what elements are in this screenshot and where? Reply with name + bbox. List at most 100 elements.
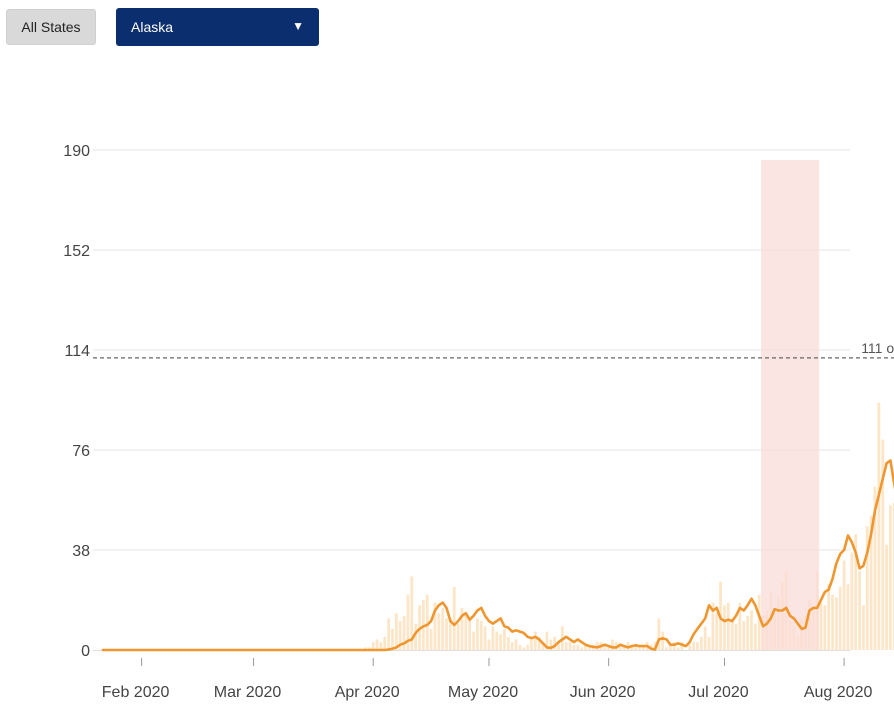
daily-bar xyxy=(499,634,502,650)
daily-bar xyxy=(479,621,483,650)
daily-bar xyxy=(854,534,858,650)
daily-bar xyxy=(881,439,885,650)
daily-bar xyxy=(865,526,869,650)
daily-bar xyxy=(449,618,452,650)
daily-bar xyxy=(842,560,846,650)
x-tick-label: Jul 2020 xyxy=(688,684,749,701)
daily-bar xyxy=(406,594,410,650)
daily-bar xyxy=(723,605,726,650)
daily-bar xyxy=(831,594,834,650)
daily-bar xyxy=(429,628,433,650)
daily-bar xyxy=(699,636,703,650)
daily-bar xyxy=(553,636,557,650)
daily-bar xyxy=(460,607,464,650)
all-states-button[interactable]: All States xyxy=(6,9,96,45)
x-tick-label: Aug 2020 xyxy=(804,684,873,701)
daily-bar xyxy=(869,515,873,650)
daily-bar xyxy=(371,642,375,650)
daily-bar xyxy=(441,607,445,650)
daily-bar xyxy=(707,636,711,650)
daily-bar xyxy=(522,647,526,650)
daily-bar xyxy=(510,642,514,650)
daily-bar xyxy=(425,594,429,650)
y-tick-label: 190 xyxy=(63,143,90,160)
chevron-down-icon: ▼ xyxy=(292,19,304,33)
daily-bar xyxy=(753,623,757,650)
daily-bar xyxy=(456,623,460,650)
y-tick-label: 38 xyxy=(72,543,90,560)
daily-bar xyxy=(572,644,576,650)
state-select-value: Alaska xyxy=(131,19,174,35)
daily-bar xyxy=(584,644,587,650)
daily-bar xyxy=(657,618,661,650)
daily-bar xyxy=(394,613,398,650)
daily-bar xyxy=(838,586,842,650)
daily-bar xyxy=(526,644,529,650)
daily-bar xyxy=(364,647,367,650)
daily-bar xyxy=(452,586,456,650)
daily-bar xyxy=(676,647,680,650)
daily-bar xyxy=(483,626,487,650)
daily-bar xyxy=(410,576,414,650)
daily-bar xyxy=(514,639,518,650)
daily-bar xyxy=(711,602,715,650)
daily-bar xyxy=(692,642,695,650)
daily-bar xyxy=(537,636,541,650)
daily-bar xyxy=(877,402,881,650)
annotation-group: 111 on July 25 xyxy=(93,340,894,359)
daily-bar xyxy=(530,639,533,650)
daily-bar xyxy=(391,628,394,650)
daily-bar xyxy=(889,505,892,650)
daily-bar xyxy=(607,647,611,650)
x-tick-label: Apr 2020 xyxy=(335,684,400,701)
daily-bar xyxy=(503,628,506,650)
daily-bar xyxy=(383,636,387,650)
daily-bar xyxy=(433,602,437,650)
daily-bar xyxy=(580,647,584,650)
daily-bar xyxy=(850,552,854,650)
daily-bar xyxy=(892,502,894,650)
daily-bar xyxy=(487,639,491,650)
daily-bar xyxy=(827,584,831,650)
daily-bar xyxy=(506,636,510,650)
daily-bar xyxy=(541,642,545,650)
y-tick-label: 76 xyxy=(72,443,90,460)
daily-bar xyxy=(738,602,742,650)
daily-bar xyxy=(379,642,383,650)
daily-bar xyxy=(603,644,607,650)
average-line-group xyxy=(101,459,894,652)
x-axis: Feb 2020 Mar 2020 Apr 2020 May 2020 Jun 2020… xyxy=(93,650,873,701)
annotation-label: 111 on July 25 xyxy=(861,340,894,356)
average-line xyxy=(101,459,894,652)
daily-bar xyxy=(862,605,865,650)
y-tick-label: 152 xyxy=(63,243,90,260)
daily-bar xyxy=(545,631,549,650)
daily-bar xyxy=(375,639,379,650)
daily-bar xyxy=(858,571,861,650)
daily-bar xyxy=(414,623,418,650)
daily-bar xyxy=(742,621,746,650)
daily-bar xyxy=(665,647,668,650)
daily-bar xyxy=(688,644,692,650)
daily-bar xyxy=(618,644,622,650)
daily-bar xyxy=(564,642,568,650)
highlight-band-rect xyxy=(761,160,820,650)
y-tick-label: 114 xyxy=(64,343,90,360)
y-axis-labels: 0 38 76 114 152 190 xyxy=(63,143,90,660)
daily-bar xyxy=(846,584,850,650)
x-tick-label: Jun 2020 xyxy=(570,684,636,701)
daily-bar xyxy=(495,631,499,650)
daily-bar xyxy=(398,621,402,650)
daily-bar xyxy=(549,639,553,650)
daily-bar xyxy=(468,618,472,650)
x-tick-label: May 2020 xyxy=(448,684,518,701)
daily-bar xyxy=(873,486,877,650)
daily-bar xyxy=(669,644,672,650)
daily-bar xyxy=(533,631,537,650)
state-select[interactable]: Alaska ▼ xyxy=(116,8,319,46)
daily-bar xyxy=(472,631,475,650)
highlight-band xyxy=(761,160,820,650)
daily-bar xyxy=(402,615,406,650)
x-tick-label: Feb 2020 xyxy=(102,684,170,701)
